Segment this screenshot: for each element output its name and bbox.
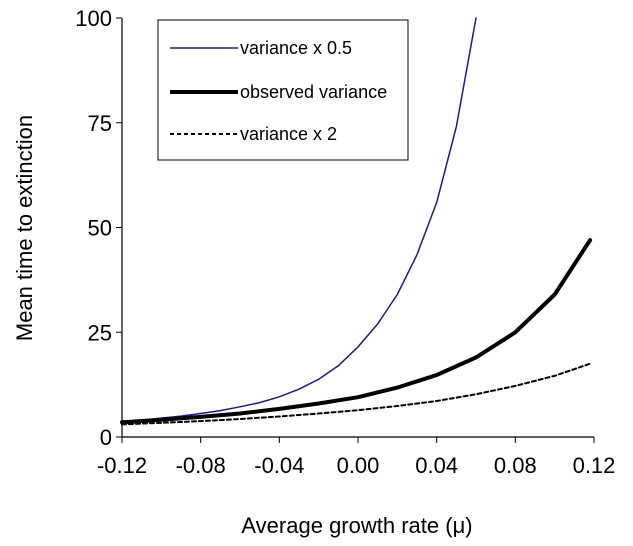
y-tick-label: 75 xyxy=(88,111,112,136)
y-tick-label: 0 xyxy=(100,425,112,450)
x-axis-title: Average growth rate (μ) xyxy=(241,513,472,538)
x-tick-label: -0.04 xyxy=(254,453,304,478)
x-tick-label: 0.00 xyxy=(337,453,380,478)
series-lines xyxy=(120,17,593,426)
legend-label-observed-variance: observed variance xyxy=(240,82,387,102)
x-tick-label: 0.08 xyxy=(494,453,537,478)
x-axis-title-symbol: μ xyxy=(453,513,466,538)
tick-marks xyxy=(116,17,595,443)
y-tick-label: 25 xyxy=(88,320,112,345)
series-line-variance-half xyxy=(121,17,477,424)
x-tick-label: 0.04 xyxy=(415,453,458,478)
x-tick-label: -0.12 xyxy=(97,453,147,478)
legend-label-variance-half: variance x 0.5 xyxy=(240,38,352,58)
x-axis-title-main: Average growth rate ( xyxy=(241,513,453,538)
x-tick-label: -0.08 xyxy=(176,453,226,478)
x-tick-label: 0.12 xyxy=(573,453,616,478)
y-tick-labels: 0 25 50 75 100 xyxy=(75,6,112,450)
legend: variance x 0.5 observed variance varianc… xyxy=(157,19,409,161)
y-axis-title: Mean time to extinction xyxy=(12,115,37,341)
x-axis-title-end: ) xyxy=(465,513,472,538)
legend-label-variance-double: variance x 2 xyxy=(240,124,337,144)
x-tick-labels: -0.12 -0.08 -0.04 0.00 0.04 0.08 0.12 xyxy=(97,453,615,478)
series-line-variance-double xyxy=(121,362,592,426)
y-tick-label: 50 xyxy=(88,216,112,241)
y-tick-label: 100 xyxy=(75,6,112,31)
series-line-observed-variance xyxy=(120,238,593,425)
